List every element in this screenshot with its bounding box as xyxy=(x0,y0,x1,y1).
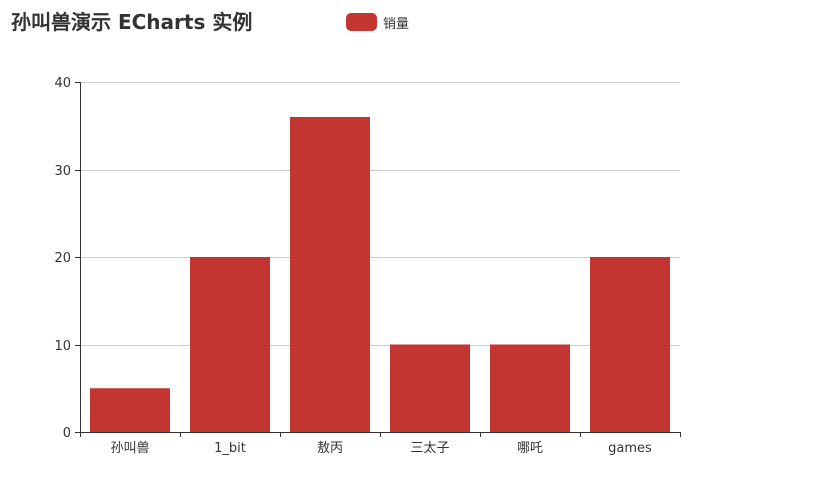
y-tick-label: 20 xyxy=(54,251,71,266)
bar xyxy=(590,257,670,432)
y-tick-label: 10 xyxy=(54,339,71,354)
legend[interactable]: 销量 xyxy=(346,12,409,32)
x-tick-label: 哪吒 xyxy=(517,441,543,456)
y-tick-label: 30 xyxy=(54,164,71,179)
x-tick-label: 三太子 xyxy=(410,441,449,456)
gridlines xyxy=(80,82,680,346)
legend-label[interactable]: 销量 xyxy=(383,16,410,32)
tick-labels: 0 10 20 30 40 孙叫兽 1_bit 敖丙 三太子 哪吒 games xyxy=(54,76,652,456)
bar xyxy=(190,257,270,432)
bar xyxy=(490,344,570,432)
bars xyxy=(90,117,670,432)
bar xyxy=(90,388,170,432)
legend-swatch[interactable] xyxy=(346,13,377,31)
bar xyxy=(290,117,370,432)
y-tick-label: 0 xyxy=(63,426,71,441)
chart-title: 孙叫兽演示 ECharts 实例 xyxy=(11,10,253,34)
axes xyxy=(75,82,681,437)
x-tick-label: 1_bit xyxy=(214,441,246,456)
bar xyxy=(390,344,470,432)
x-tick-label: 孙叫兽 xyxy=(110,441,149,456)
x-tick-label: games xyxy=(608,441,652,456)
x-tick-label: 敖丙 xyxy=(317,440,343,456)
y-tick-label: 40 xyxy=(54,76,71,91)
